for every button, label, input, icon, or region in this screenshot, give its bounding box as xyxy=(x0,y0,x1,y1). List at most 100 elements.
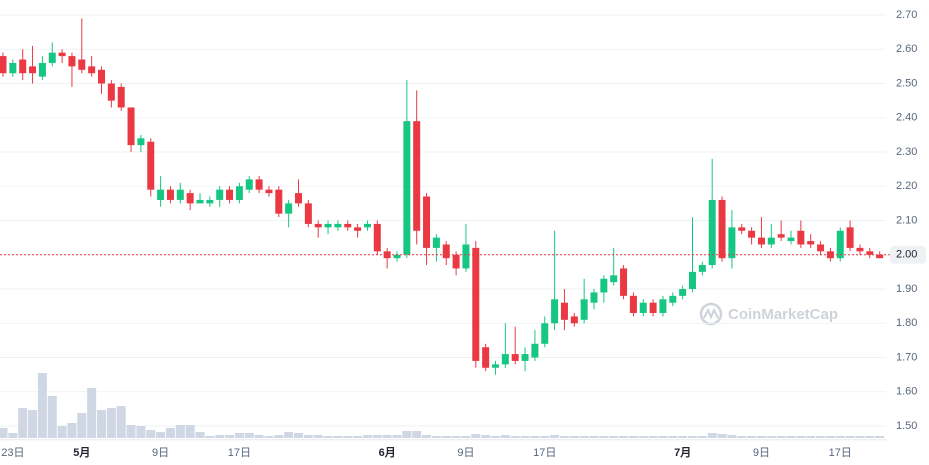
volume-bar xyxy=(786,436,796,438)
x-tick-label: 9日 xyxy=(457,447,474,459)
volume-bar xyxy=(668,436,678,438)
volume-bar xyxy=(274,435,284,438)
volume-bar xyxy=(28,410,38,438)
volume-bar xyxy=(550,435,560,438)
candle-body xyxy=(767,237,775,245)
volume-bar xyxy=(8,433,18,438)
y-tick-label: 1.70 xyxy=(896,351,917,363)
volume-bar xyxy=(471,434,481,438)
volume-bar xyxy=(766,436,776,438)
volume-bar xyxy=(97,410,106,438)
volume-bar xyxy=(156,432,166,438)
current-price-label: 2.00 xyxy=(896,249,917,261)
candle-body xyxy=(383,251,391,259)
volume-bar xyxy=(57,426,67,438)
candle-body xyxy=(354,227,362,231)
volume-bar xyxy=(451,436,461,438)
volume-bar xyxy=(244,433,254,438)
volume-bar xyxy=(441,436,451,438)
volume-bar xyxy=(825,436,835,438)
volume-bar xyxy=(569,436,579,438)
candle-body xyxy=(245,179,253,190)
y-tick-label: 2.40 xyxy=(896,112,917,124)
volume-bar xyxy=(294,433,303,438)
volume-bar xyxy=(353,436,363,438)
volume-bar xyxy=(254,435,264,438)
candle-body xyxy=(452,254,460,269)
volume-bar xyxy=(382,435,392,438)
volume-bar xyxy=(737,436,747,438)
volume-bar xyxy=(520,436,530,438)
candle-body xyxy=(0,56,7,74)
candle-body xyxy=(748,230,756,238)
volume-bar xyxy=(697,436,707,438)
watermark-text: CoinMarketCap xyxy=(728,306,838,323)
volume-bar xyxy=(175,425,185,438)
volume-bar xyxy=(47,396,57,438)
candle-body xyxy=(718,199,726,259)
candle-body xyxy=(846,227,854,248)
y-tick-label: 2.70 xyxy=(896,9,917,21)
candle-body xyxy=(600,278,608,293)
volume-bar xyxy=(372,435,382,438)
candle-body xyxy=(639,302,647,313)
volume-bar xyxy=(796,436,806,438)
candle-body xyxy=(255,179,263,190)
candle-body xyxy=(728,227,736,259)
volume-bar xyxy=(816,436,826,438)
volume-bar xyxy=(264,436,274,438)
volume-bar xyxy=(362,435,372,438)
candle-body xyxy=(19,59,27,74)
candle-body xyxy=(206,199,214,204)
x-tick-label: 9日 xyxy=(753,447,770,459)
candle-body xyxy=(186,193,194,204)
candle-body xyxy=(797,230,805,245)
y-tick-label: 2.30 xyxy=(896,146,917,158)
volume-bar xyxy=(284,432,294,438)
candle-body xyxy=(757,237,765,245)
current-price-pill xyxy=(890,245,926,264)
volume-bar xyxy=(225,435,235,438)
x-tick-label: 5月 xyxy=(73,446,90,459)
volume-bar xyxy=(422,435,432,438)
candle-body xyxy=(344,223,352,228)
candle-body xyxy=(373,223,381,252)
y-tick-label: 2.60 xyxy=(896,43,917,55)
candle-body xyxy=(807,241,815,245)
candle-body xyxy=(58,52,66,57)
volume-bar xyxy=(333,436,343,438)
candle-body xyxy=(689,271,696,289)
volume-bar xyxy=(195,432,205,438)
candle-body xyxy=(285,203,293,214)
candle-body xyxy=(551,299,559,324)
volume-bar xyxy=(589,436,599,438)
candle-body xyxy=(817,244,825,252)
volume-bar xyxy=(402,431,412,438)
candle-body xyxy=(649,302,657,313)
candle-body xyxy=(492,364,499,368)
volume-bar xyxy=(835,436,845,438)
candle-body xyxy=(738,227,746,231)
candle-body xyxy=(314,223,322,228)
grid xyxy=(0,14,886,427)
candle-body xyxy=(629,295,637,313)
candle-body xyxy=(235,186,243,200)
candle-body xyxy=(413,121,421,231)
x-tick-label: 17日 xyxy=(829,447,852,459)
watermark: CoinMarketCap xyxy=(699,302,838,326)
watermark-logo xyxy=(699,302,723,326)
candle-body xyxy=(501,354,509,365)
candle-body xyxy=(48,52,56,63)
candle-body xyxy=(541,323,549,344)
x-tick-label: 9日 xyxy=(152,447,169,459)
volume-bar xyxy=(747,436,757,438)
candle-body xyxy=(196,199,204,204)
volume-bar xyxy=(628,436,638,438)
volume-bar xyxy=(303,435,313,438)
volume-bar xyxy=(688,436,697,438)
x-tick-label: 17日 xyxy=(228,447,251,459)
volume-bar xyxy=(875,436,885,438)
y-tick-label: 1.90 xyxy=(896,283,917,295)
volume-bar xyxy=(638,436,648,438)
candle-body xyxy=(777,234,785,238)
